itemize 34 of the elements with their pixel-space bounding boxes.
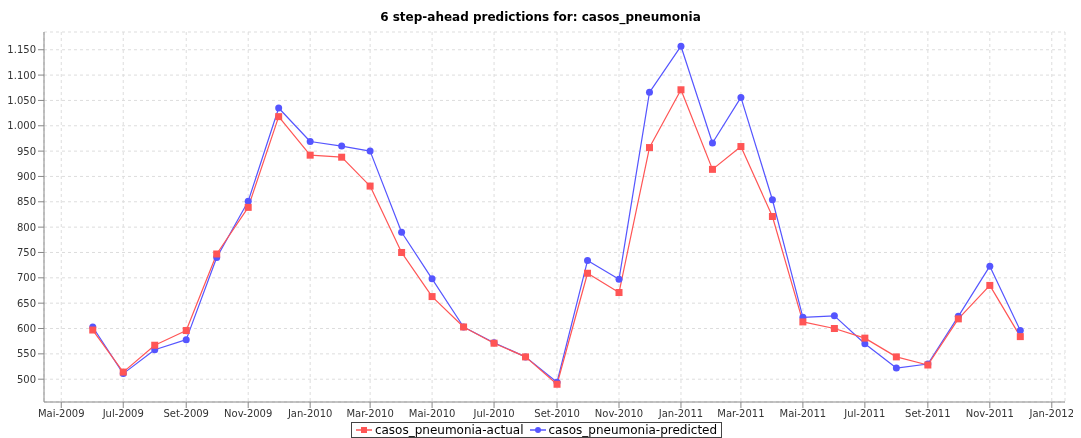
x-tick-label: Nov-2010 (594, 408, 644, 420)
x-tick-label: Jan-2011 (657, 408, 704, 420)
x-tick-label: Jul-2010 (472, 408, 515, 420)
legend-label: casos_pneumonia-actual (374, 423, 524, 437)
x-tick-label: Mai-2010 (408, 408, 456, 420)
x-tick-label: Mai-2009 (37, 408, 85, 420)
y-tick-label: 1.100 (7, 69, 36, 81)
x-tick-label: Mai-2011 (779, 408, 827, 420)
x-tick-label: Jul-2009 (101, 408, 144, 420)
y-tick-label: 900 (16, 171, 36, 182)
x-tick-label: Jan-2010 (286, 408, 333, 420)
y-tick-label: 1.050 (7, 94, 36, 106)
x-tick-label: Mar-2010 (346, 408, 394, 420)
y-tick-label: 700 (16, 272, 36, 284)
y-tick-label: 650 (16, 297, 36, 309)
legend-label: casos_pneumonia-predicted (548, 423, 718, 437)
y-tick-label: 750 (16, 247, 36, 259)
y-tick-label: 800 (16, 221, 36, 233)
x-tick-label: Nov-2009 (224, 408, 273, 420)
y-tick-label: 950 (16, 145, 36, 157)
x-tick-label: Set-2009 (163, 408, 209, 420)
chart-title: 6 step-ahead predictions for: casos_pneumonia (379, 9, 702, 26)
y-tick-label: 1.000 (7, 120, 36, 132)
x-tick-label: Set-2011 (905, 408, 951, 420)
y-tick-label: 1.150 (7, 44, 36, 56)
x-tick-label: Mar-2011 (717, 408, 765, 420)
y-tick-label: 850 (16, 196, 36, 208)
y-tick-label: 500 (16, 373, 36, 385)
x-tick-label: Jul-2011 (843, 408, 886, 420)
y-tick-label: 550 (16, 348, 36, 360)
x-tick-label: Set-2010 (534, 408, 580, 420)
y-tick-label: 600 (16, 323, 36, 335)
x-tick-label: Jan-2012 (1028, 408, 1075, 420)
x-tick-label: Nov-2011 (965, 408, 1014, 420)
